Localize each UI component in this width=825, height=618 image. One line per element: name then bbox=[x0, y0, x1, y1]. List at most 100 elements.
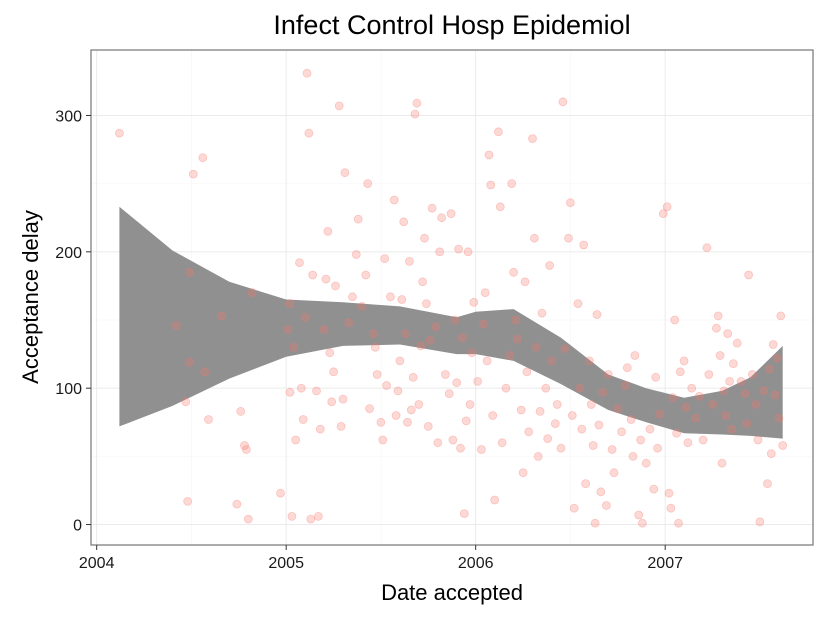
y-tick-label: 200 bbox=[55, 245, 82, 262]
data-point bbox=[285, 387, 295, 397]
data-point bbox=[181, 397, 191, 407]
data-point bbox=[581, 479, 590, 489]
data-point bbox=[476, 445, 486, 454]
data-point bbox=[340, 168, 350, 178]
data-point bbox=[295, 258, 304, 268]
data-point bbox=[171, 321, 181, 330]
data-point bbox=[751, 400, 761, 409]
data-point bbox=[763, 479, 772, 489]
data-point bbox=[351, 250, 361, 259]
data-point bbox=[296, 383, 306, 393]
data-point bbox=[564, 233, 573, 243]
data-point bbox=[552, 400, 562, 409]
data-point bbox=[323, 226, 333, 236]
data-point bbox=[698, 435, 708, 445]
data-point bbox=[547, 356, 556, 366]
data-point bbox=[651, 372, 661, 382]
data-point bbox=[372, 370, 382, 379]
data-point bbox=[567, 411, 577, 420]
y-axis-title: Acceptance delay bbox=[18, 210, 43, 384]
data-point bbox=[484, 150, 494, 160]
data-point bbox=[446, 209, 456, 219]
data-point bbox=[524, 427, 534, 437]
data-point bbox=[759, 386, 769, 396]
data-point bbox=[327, 397, 337, 407]
data-point bbox=[399, 217, 409, 227]
data-point bbox=[421, 299, 431, 309]
data-point bbox=[397, 295, 407, 304]
data-point bbox=[389, 195, 399, 205]
data-point bbox=[412, 98, 422, 108]
data-point bbox=[509, 267, 518, 277]
data-point bbox=[641, 458, 651, 468]
data-point bbox=[541, 383, 551, 393]
data-point bbox=[495, 202, 505, 212]
data-point bbox=[613, 404, 623, 414]
data-point bbox=[380, 254, 390, 264]
data-point bbox=[755, 517, 765, 527]
data-point bbox=[440, 370, 450, 379]
data-point bbox=[289, 342, 299, 352]
data-point bbox=[431, 322, 441, 332]
data-point bbox=[545, 261, 554, 270]
data-point bbox=[425, 336, 435, 345]
data-point bbox=[638, 518, 647, 528]
data-point bbox=[232, 499, 242, 509]
data-point bbox=[725, 376, 734, 386]
data-point bbox=[338, 394, 348, 404]
data-point bbox=[183, 496, 193, 506]
data-point bbox=[463, 247, 473, 257]
smooth-confidence-band bbox=[119, 206, 783, 439]
data-point bbox=[634, 510, 644, 520]
data-point bbox=[645, 424, 655, 434]
data-point bbox=[533, 451, 543, 461]
data-point bbox=[456, 443, 465, 453]
data-point bbox=[344, 318, 354, 328]
data-point bbox=[658, 209, 668, 219]
data-point bbox=[410, 109, 420, 119]
data-point bbox=[704, 370, 714, 379]
data-point bbox=[727, 424, 736, 434]
data-point bbox=[717, 458, 727, 468]
data-point bbox=[403, 417, 412, 427]
y-tick-label: 300 bbox=[55, 108, 82, 125]
data-point bbox=[302, 68, 312, 78]
data-point bbox=[579, 240, 589, 250]
data-point bbox=[331, 281, 340, 291]
data-point bbox=[592, 310, 602, 319]
data-point bbox=[457, 333, 467, 343]
data-point bbox=[478, 319, 488, 329]
data-point bbox=[702, 243, 712, 253]
data-point bbox=[435, 247, 445, 257]
data-point bbox=[683, 438, 693, 448]
data-point bbox=[668, 393, 678, 403]
data-point bbox=[200, 367, 210, 377]
x-tick-label: 2006 bbox=[458, 555, 494, 572]
data-point bbox=[528, 134, 537, 144]
data-point bbox=[740, 389, 750, 399]
data-point bbox=[636, 435, 645, 445]
y-axis: 0 100 200 300 bbox=[55, 108, 91, 535]
data-point bbox=[590, 518, 600, 528]
y-tick-label: 0 bbox=[73, 518, 82, 535]
data-point bbox=[628, 451, 638, 461]
data-point bbox=[285, 299, 295, 309]
x-axis-title: Date accepted bbox=[381, 580, 523, 605]
data-point bbox=[744, 270, 753, 280]
data-point bbox=[401, 329, 411, 339]
data-point bbox=[321, 274, 331, 284]
data-point bbox=[188, 169, 198, 179]
panel-border bbox=[90, 49, 814, 546]
data-point bbox=[522, 367, 532, 377]
data-point bbox=[662, 202, 672, 212]
data-point bbox=[465, 400, 475, 409]
data-point bbox=[488, 411, 498, 420]
data-point bbox=[530, 233, 539, 243]
data-point bbox=[550, 419, 560, 429]
data-point bbox=[241, 445, 251, 454]
data-point bbox=[467, 348, 477, 358]
data-point bbox=[404, 256, 414, 266]
data-point bbox=[575, 383, 585, 393]
data-point bbox=[370, 342, 380, 352]
